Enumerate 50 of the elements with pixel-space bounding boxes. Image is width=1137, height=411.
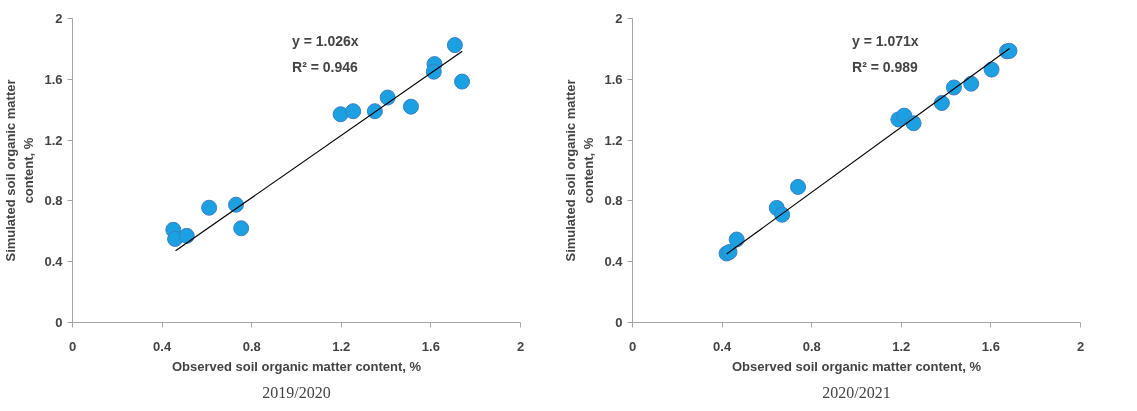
y-tick-label: 1.2 [44, 132, 63, 148]
point [233, 220, 250, 237]
text: 2020/2021 [822, 383, 891, 401]
point [345, 103, 362, 120]
point [728, 231, 745, 248]
x-axis-title: Observed soil organic matter content, % [731, 358, 982, 374]
point [402, 98, 419, 115]
y-tick-label: 1.6 [44, 71, 63, 87]
x-tick-label: 2 [1076, 338, 1085, 354]
point [178, 227, 195, 244]
point [201, 199, 218, 216]
point [963, 75, 980, 92]
annotation: R² = 0.989 [852, 58, 918, 75]
x-tick-label: 0.8 [242, 338, 261, 354]
y-tick-label: 0 [615, 315, 623, 330]
y-axis-title: Simulated soil organic matter content, % [3, 79, 37, 262]
point [228, 196, 245, 213]
x-tick-label: 0 [68, 338, 77, 354]
annotation: y = 1.026x [292, 32, 359, 49]
y-tick-label: 0.4 [44, 254, 64, 270]
x-tick-label: 0.4 [713, 338, 732, 354]
x-tick-label: 0 [628, 338, 637, 354]
text: 2019/2020 [262, 383, 331, 401]
y-tick-label: 1.2 [604, 132, 623, 148]
x-tick-label: 1.2 [892, 338, 911, 354]
point [332, 106, 349, 123]
x-tick-label: 2 [516, 338, 525, 354]
point [379, 89, 396, 106]
x-axis-title: Observed soil organic matter content, % [171, 358, 422, 374]
y-tick-label: 0.8 [604, 193, 623, 209]
point [905, 115, 922, 132]
y-axis-title: Simulated soil organic matter content, % [563, 79, 597, 262]
annotation: R² = 0.946 [292, 58, 358, 75]
x-tick-label: 1.2 [332, 338, 351, 354]
y-tick-label: 1.6 [604, 71, 623, 87]
point [983, 61, 1000, 78]
x-tick-label: 0.8 [802, 338, 821, 354]
y-tick-label: 2 [55, 11, 63, 26]
y-tick-label: 0.4 [604, 254, 624, 270]
y-tick-label: 2 [615, 11, 623, 26]
point [933, 95, 950, 111]
x-tick-label: 1.6 [421, 338, 440, 354]
point [790, 178, 807, 195]
y-tick-label: 0.8 [44, 193, 63, 209]
point [454, 73, 471, 90]
point [446, 37, 463, 54]
y-tick-label: 0 [55, 315, 63, 330]
x-tick-label: 1.6 [981, 338, 1000, 354]
annotation: y = 1.071x [852, 32, 919, 49]
x-tick-label: 0.4 [153, 338, 172, 354]
